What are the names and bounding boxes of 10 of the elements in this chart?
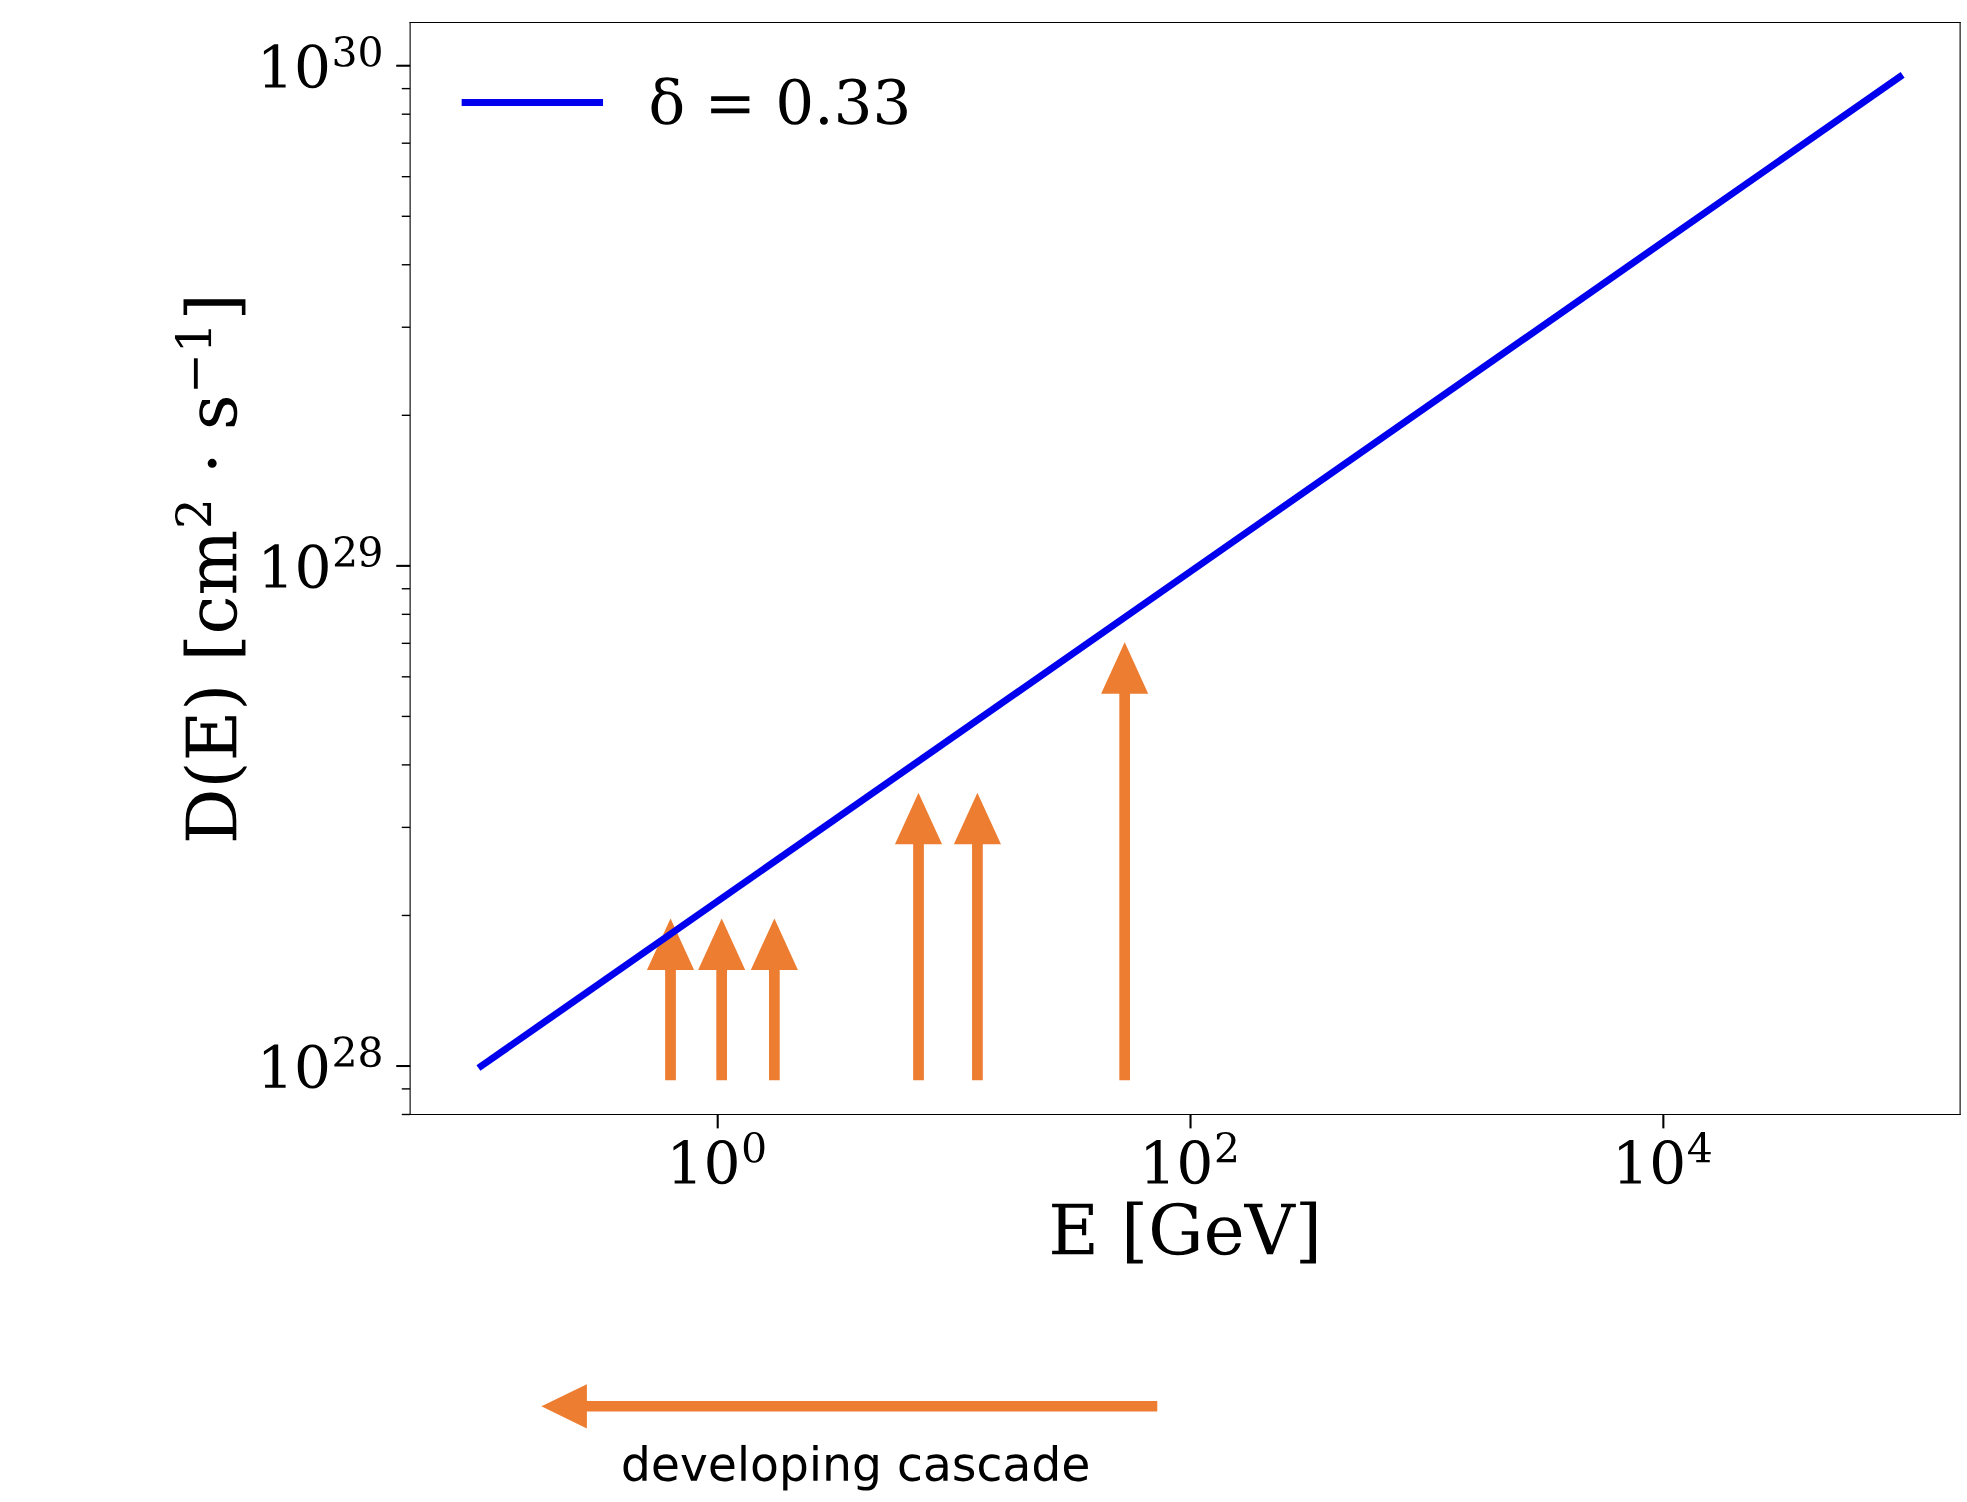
y-tick-label: 10$^{29}$ <box>264 536 381 589</box>
x-tick-label: 10$^{4}$ <box>1619 1131 1711 1185</box>
text: developing cascade <box>623 1444 1088 1491</box>
x-tick-label: 10$^{2}$ <box>1146 1131 1236 1185</box>
x-axis-title: E [GeV] <box>1052 1201 1316 1264</box>
y-axis-title: D(E) [cm$^{2}$ · s$^{−1}$] <box>174 299 248 841</box>
y-tick-label: 10$^{28}$ <box>263 1036 381 1089</box>
x-tick-label: 10$^{0}$ <box>673 1131 765 1185</box>
y-tick-label: 10$^{30}$ <box>263 35 381 89</box>
legend-label: δ = 0.33 <box>651 77 907 125</box>
